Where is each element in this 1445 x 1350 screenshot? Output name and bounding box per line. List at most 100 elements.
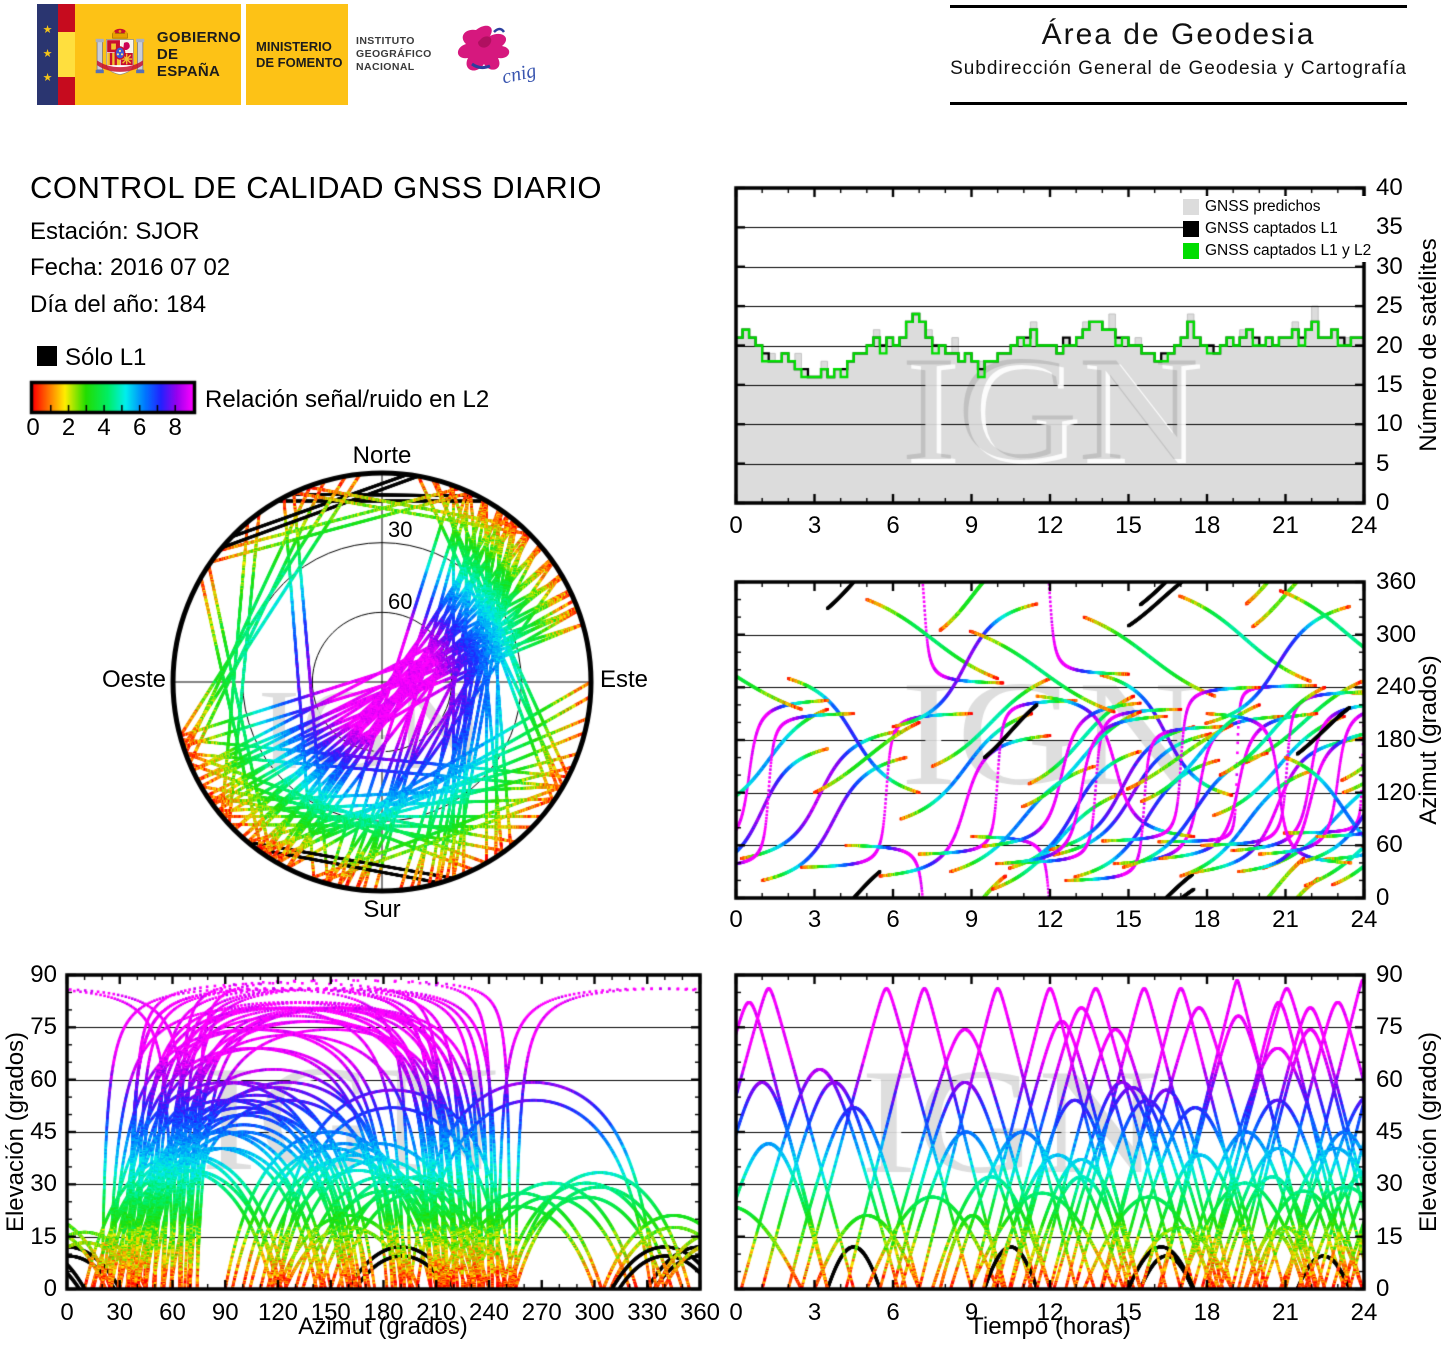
axis-title-elevation-right: Elevación (grados) xyxy=(1415,1031,1442,1233)
tick-label: 9 xyxy=(964,1299,979,1326)
tick-label: 12 xyxy=(1036,512,1064,539)
tick-label: 90 xyxy=(30,961,57,988)
tick-label: 150 xyxy=(310,1299,351,1326)
tick-label: 30 xyxy=(1376,252,1403,280)
tick-label: 300 xyxy=(574,1299,615,1326)
tick-label: 75 xyxy=(1376,1013,1403,1041)
tick-label: 120 xyxy=(1376,778,1417,806)
instituto-label: INSTITUTO GEOGRÁFICO NACIONAL xyxy=(356,35,432,73)
tick-label: 15 xyxy=(1115,512,1142,539)
star-icon: ★ xyxy=(42,47,53,60)
tick-label: 0 xyxy=(729,512,743,539)
tick-label: 4 xyxy=(97,414,111,441)
tick-label: 60 xyxy=(30,1065,57,1093)
tick-label: 18 xyxy=(1193,906,1221,933)
gobierno-label: GOBIERNO DE ESPAÑA xyxy=(156,29,241,80)
tick-label: 180 xyxy=(1376,726,1417,753)
skyplot-ring-60-label: 60 xyxy=(388,589,413,614)
government-logo: ★ ★ ★ xyxy=(37,4,550,105)
tick-label: 5 xyxy=(1376,449,1390,477)
skyplot-south-label: Sur xyxy=(363,896,401,923)
axis-title-time: Tiempo (horas) xyxy=(969,1313,1131,1340)
legend-label: GNSS captados L1 y L2 xyxy=(1205,242,1372,259)
tick-label: 90 xyxy=(211,1299,239,1326)
tick-label: 6 xyxy=(132,414,147,441)
tick-label: 270 xyxy=(521,1299,562,1326)
area-subtitle: Subdirección General de Geodesia y Carto… xyxy=(950,58,1407,79)
legend-label: GNSS captados L1 xyxy=(1205,220,1338,237)
tick-label: 0 xyxy=(729,1299,743,1326)
spain-flag-strip xyxy=(58,4,75,105)
tick-label: 180 xyxy=(363,1299,404,1326)
axis-title-satellite-count: Número de satélites xyxy=(1415,238,1442,452)
coat-of-arms-icon xyxy=(95,28,145,75)
tick-label: 12 xyxy=(1036,1299,1064,1326)
tick-label: 240 xyxy=(468,1299,510,1326)
tick-label: 15 xyxy=(1376,370,1403,398)
tick-label: 45 xyxy=(1376,1118,1403,1145)
legend-label: GNSS predichos xyxy=(1205,198,1321,215)
tick-label: 21 xyxy=(1272,1299,1299,1326)
tick-label: 30 xyxy=(106,1299,134,1326)
tick-label: 360 xyxy=(1376,568,1417,595)
tick-label: 60 xyxy=(159,1299,186,1326)
flag-red-band xyxy=(58,76,75,105)
skyplot-north-label: Norte xyxy=(352,442,412,469)
tick-label: 3 xyxy=(807,512,822,539)
station-label: Estación: SJOR xyxy=(30,218,200,245)
tick-label: 90 xyxy=(1376,961,1403,988)
tick-label: 45 xyxy=(30,1118,57,1145)
tick-label: 9 xyxy=(964,906,979,933)
tick-label: 6 xyxy=(886,1299,900,1326)
skyplot-ring-30-label: 30 xyxy=(388,517,413,542)
flag-yellow-band xyxy=(58,32,75,77)
tick-label: 18 xyxy=(1193,512,1221,539)
tick-label: 0 xyxy=(1376,884,1390,911)
tick-label: 3 xyxy=(807,1299,822,1326)
tick-label: 15 xyxy=(30,1222,57,1250)
tick-label: 60 xyxy=(1376,831,1403,859)
header-rule-bottom xyxy=(950,102,1407,105)
tick-label: 15 xyxy=(1376,1222,1403,1250)
tick-label: 30 xyxy=(30,1170,57,1198)
satellite-count-legend: GNSS predichos GNSS captados L1 GNSS cap… xyxy=(1183,196,1376,262)
tick-label: 24 xyxy=(1350,906,1378,933)
tick-label: 24 xyxy=(1350,1299,1378,1326)
tick-label: 6 xyxy=(886,906,900,933)
cnig-brush-icon xyxy=(457,25,510,71)
tick-label: 0 xyxy=(729,906,743,933)
tick-label: 8 xyxy=(168,414,182,441)
tick-label: 75 xyxy=(30,1013,57,1041)
tick-label: 240 xyxy=(1376,673,1417,701)
tick-label: 24 xyxy=(1350,512,1378,539)
ministerio-banner: MINISTERIO DE FOMENTO xyxy=(246,4,348,105)
flag-red-band xyxy=(58,4,75,33)
header-rule-top xyxy=(950,5,1407,8)
legend-item-predichos: GNSS predichos xyxy=(1183,196,1376,218)
tick-label: 0 xyxy=(1376,489,1390,516)
tick-label: 40 xyxy=(1376,174,1403,201)
tick-label: 360 xyxy=(679,1299,721,1326)
tick-label: 15 xyxy=(1115,906,1142,933)
tick-label: 3 xyxy=(807,906,822,933)
tick-label: 9 xyxy=(964,512,979,539)
skyplot-east-label: Este xyxy=(600,666,649,693)
day-of-year-label: Día del año: 184 xyxy=(30,291,207,318)
gobierno-banner: GOBIERNO DE ESPAÑA xyxy=(75,4,241,105)
legend-swatch-captados-l1 xyxy=(1183,221,1199,237)
colorbar-label: Relación señal/ruido en L2 xyxy=(205,386,490,413)
area-header: Área de Geodesia Subdirección General de… xyxy=(950,0,1407,106)
tick-label: 120 xyxy=(257,1299,299,1326)
tick-label: 25 xyxy=(1376,292,1403,320)
star-icon: ★ xyxy=(42,72,53,85)
legend-item-captados-l1: GNSS captados L1 xyxy=(1183,218,1376,240)
tick-label: 0 xyxy=(43,1275,57,1302)
tick-label: 300 xyxy=(1376,620,1417,648)
tick-label: 210 xyxy=(416,1299,457,1326)
legend-swatch-captados-l1-l2 xyxy=(1183,243,1199,259)
area-title: Área de Geodesia xyxy=(1041,18,1316,51)
tick-label: 21 xyxy=(1272,512,1299,539)
ign-banner: INSTITUTO GEOGRÁFICO NACIONAL cnig xyxy=(348,4,550,105)
skyplot-west-label: Oeste xyxy=(101,666,166,693)
